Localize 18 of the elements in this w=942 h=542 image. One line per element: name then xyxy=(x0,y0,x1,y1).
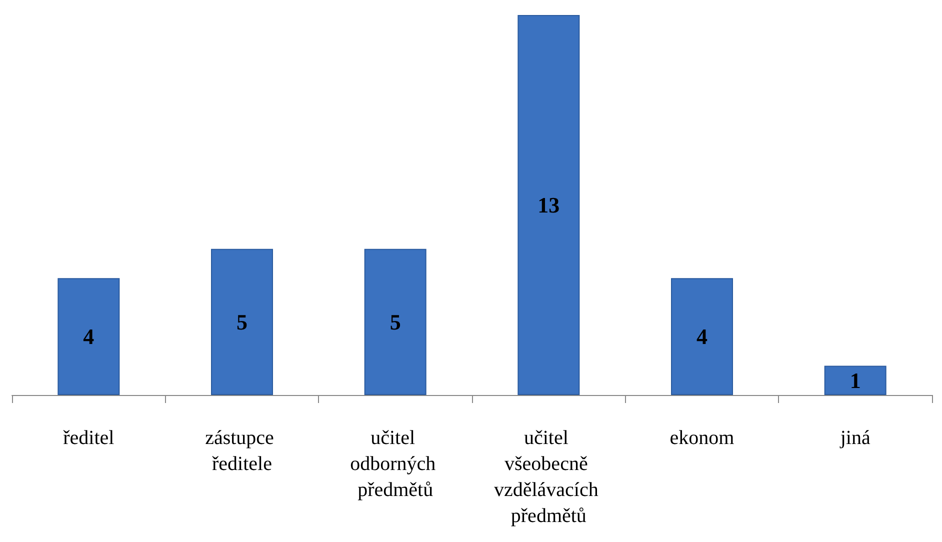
bar xyxy=(364,248,426,395)
bar xyxy=(518,15,580,395)
bar xyxy=(824,366,886,395)
data-label: 1 xyxy=(850,368,861,393)
data-label: 13 xyxy=(538,192,560,218)
x-tick-label: ředitel xyxy=(63,427,115,449)
x-tick-label: jiná xyxy=(839,427,870,449)
x-tick-label: učitel odborných předmětů xyxy=(350,427,441,501)
bar xyxy=(58,278,120,395)
bar xyxy=(671,278,733,395)
x-tick-label: učitel všeobecně vzdělávacích předmětů xyxy=(494,427,604,527)
x-tick-label: zástupce ředitele xyxy=(205,427,279,475)
data-label: 5 xyxy=(390,309,401,334)
data-label: 4 xyxy=(83,324,94,350)
data-label: 4 xyxy=(696,324,708,350)
x-tick-label: ekonom xyxy=(670,427,735,449)
bar xyxy=(211,248,273,395)
data-label: 5 xyxy=(236,309,248,334)
